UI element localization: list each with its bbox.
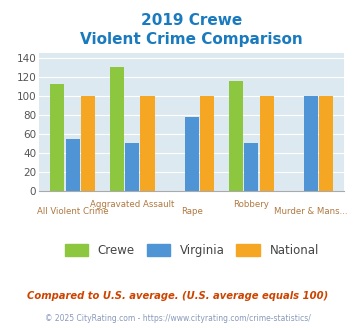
Text: Murder & Mans...: Murder & Mans... xyxy=(274,207,348,216)
Bar xyxy=(185,117,199,191)
Bar xyxy=(141,96,155,191)
Bar xyxy=(50,84,64,191)
Bar xyxy=(244,143,258,191)
Bar xyxy=(229,81,243,191)
Text: All Violent Crime: All Violent Crime xyxy=(37,207,109,216)
Text: Rape: Rape xyxy=(181,207,203,216)
Bar xyxy=(66,139,80,191)
Bar xyxy=(110,67,124,191)
Bar xyxy=(125,143,139,191)
Text: Robbery: Robbery xyxy=(233,200,269,209)
Text: Compared to U.S. average. (U.S. average equals 100): Compared to U.S. average. (U.S. average … xyxy=(27,291,328,301)
Text: © 2025 CityRating.com - https://www.cityrating.com/crime-statistics/: © 2025 CityRating.com - https://www.city… xyxy=(45,314,310,323)
Bar xyxy=(319,96,333,191)
Bar xyxy=(260,96,274,191)
Bar xyxy=(200,96,214,191)
Legend: Crewe, Virginia, National: Crewe, Virginia, National xyxy=(60,239,323,261)
Text: Aggravated Assault: Aggravated Assault xyxy=(90,200,174,209)
Bar xyxy=(81,96,95,191)
Title: 2019 Crewe
Violent Crime Comparison: 2019 Crewe Violent Crime Comparison xyxy=(80,13,303,48)
Bar xyxy=(304,96,318,191)
